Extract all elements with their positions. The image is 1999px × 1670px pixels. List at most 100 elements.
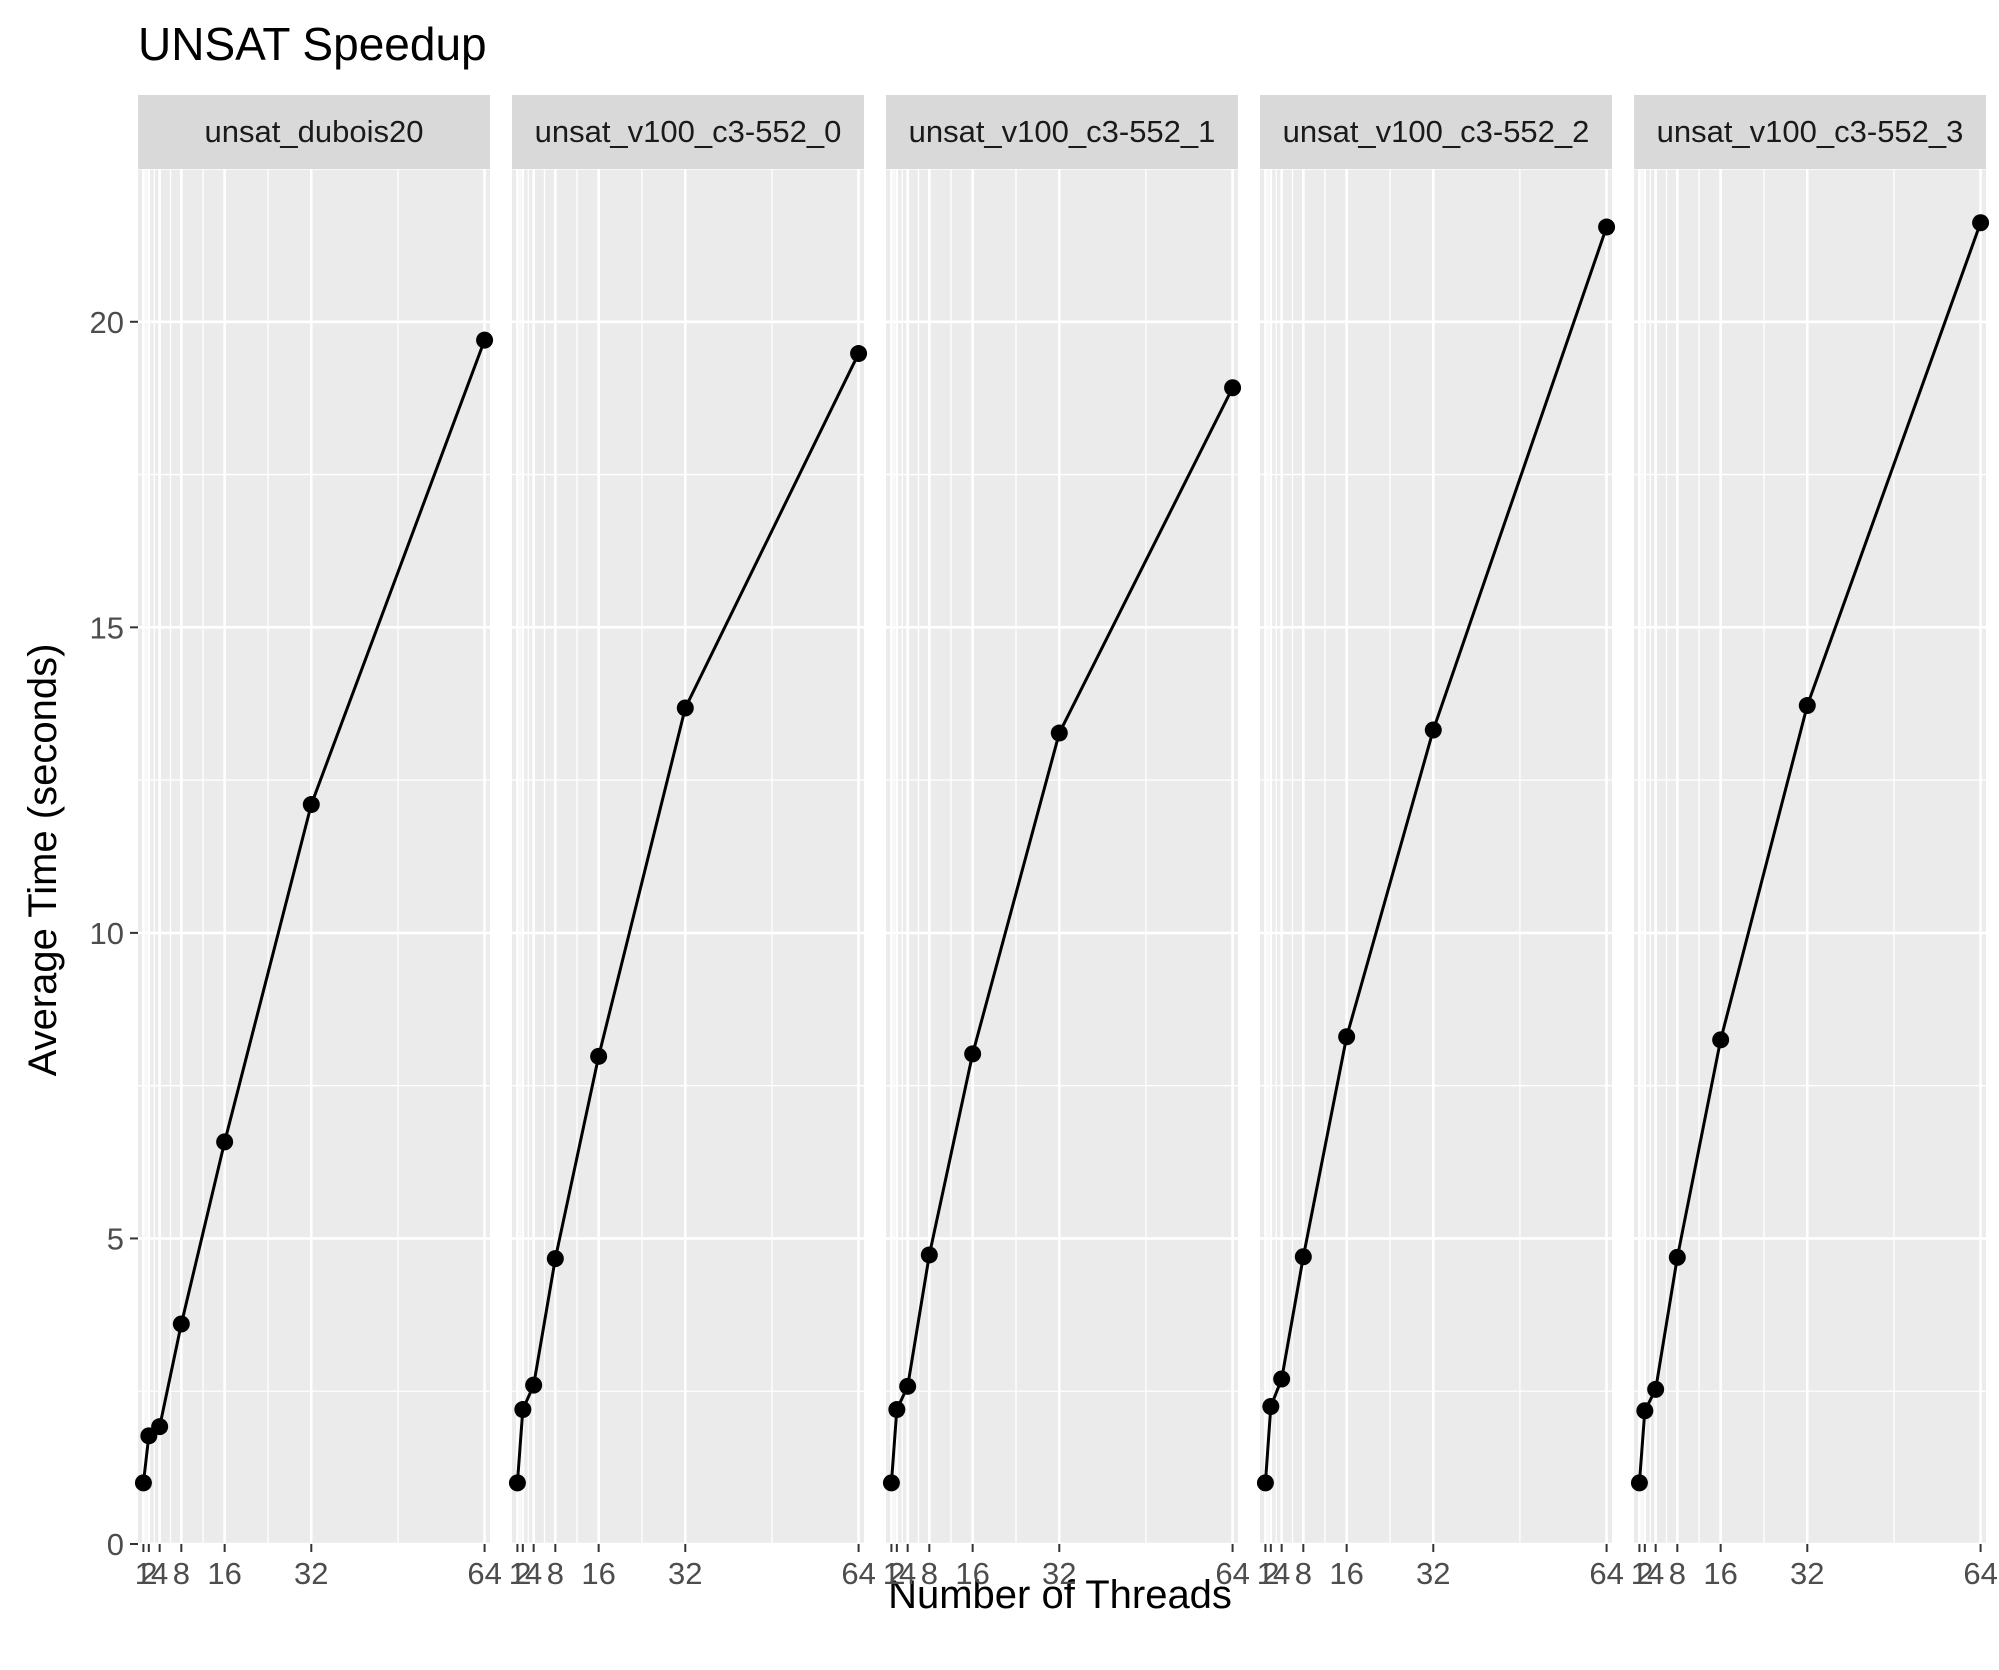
panel-background	[1260, 169, 1612, 1544]
panel-background	[512, 169, 864, 1544]
y-tick-label: 20	[90, 305, 124, 340]
x-axis-title: Number of Threads	[888, 1573, 1232, 1617]
x-tick-label: 1	[135, 1556, 152, 1591]
x-tick-label: 32	[668, 1556, 702, 1591]
x-tick-label: 16	[207, 1556, 241, 1591]
x-tick-label: 64	[467, 1556, 501, 1591]
x-tick-label: 1	[1631, 1556, 1648, 1591]
x-tick-label: 4	[1273, 1556, 1290, 1591]
x-tick-label: 32	[294, 1556, 328, 1591]
panel-background	[886, 169, 1238, 1544]
x-tick-label: 4	[151, 1556, 168, 1591]
data-point	[508, 1474, 526, 1492]
x-tick-label: 1	[883, 1556, 900, 1591]
facet-strip	[886, 95, 1238, 169]
data-point	[302, 796, 320, 814]
facet-panel: unsat_v100_c3-552_0 124 8 16 32 64	[509, 95, 876, 1591]
facet-strip-label: unsat_v100_c3-552_3	[1657, 114, 1964, 149]
data-point	[514, 1401, 532, 1419]
data-point	[151, 1418, 169, 1436]
panel-background	[138, 169, 490, 1544]
facet-strip	[512, 95, 864, 169]
data-point	[1636, 1402, 1654, 1420]
data-point	[525, 1376, 543, 1394]
x-tick-label: 4	[1647, 1556, 1664, 1591]
data-point	[899, 1377, 917, 1395]
x-tick-label: 2	[514, 1556, 531, 1591]
facet-panel: unsat_v100_c3-552_3 124 8 16 32 64	[1631, 95, 1998, 1591]
data-point	[1294, 1248, 1312, 1266]
chart-title: UNSAT Speedup	[138, 18, 487, 70]
x-tick-label: 32	[1790, 1556, 1824, 1591]
x-tick-label: 2	[1636, 1556, 1653, 1591]
data-point	[850, 345, 868, 363]
x-tick-label: 64	[1963, 1556, 1997, 1591]
data-point	[888, 1401, 906, 1419]
facet-panel: unsat_v100_c3-552_1 124 8 16 32 64	[883, 95, 1250, 1591]
x-tick-label: 8	[1295, 1556, 1312, 1591]
facet-strip-label: unsat_v100_c3-552_1	[909, 114, 1216, 149]
x-tick-label: 8	[1669, 1556, 1686, 1591]
data-point	[1598, 218, 1616, 236]
facet-strip	[138, 95, 490, 169]
x-tick-label: 8	[547, 1556, 564, 1591]
facet-strip	[1634, 95, 1986, 169]
y-tick-label: 10	[90, 916, 124, 951]
x-tick-label: 16	[581, 1556, 615, 1591]
x-tick-label: 8	[921, 1556, 938, 1591]
x-tick-label: 64	[1589, 1556, 1623, 1591]
x-tick-label: 32	[1416, 1556, 1450, 1591]
data-point	[546, 1250, 564, 1268]
facet-panel: unsat_v100_c3-552_2 124 8 16 32 64	[1257, 95, 1624, 1591]
data-point	[1256, 1474, 1274, 1492]
x-tick-label: 16	[955, 1556, 989, 1591]
x-tick-label: 8	[173, 1556, 190, 1591]
data-point	[676, 699, 694, 717]
x-tick-label: 64	[841, 1556, 875, 1591]
data-point	[1647, 1380, 1665, 1398]
facet-strip-label: unsat_dubois20	[205, 114, 424, 149]
x-tick-label: 4	[899, 1556, 916, 1591]
y-axis-title: Average Time (seconds)	[21, 644, 65, 1077]
x-tick-label: 4	[525, 1556, 542, 1591]
x-tick-label: 64	[1215, 1556, 1249, 1591]
data-point	[1050, 724, 1068, 742]
x-tick-label: 1	[509, 1556, 526, 1591]
data-point	[216, 1133, 234, 1151]
data-point	[1424, 721, 1442, 739]
x-tick-label: 2	[140, 1556, 157, 1591]
y-tick-label: 5	[107, 1221, 124, 1256]
data-point	[1273, 1370, 1291, 1388]
x-tick-label: 2	[1262, 1556, 1279, 1591]
data-point	[1668, 1248, 1686, 1266]
data-point	[1630, 1474, 1648, 1492]
x-tick-label: 1	[1257, 1556, 1274, 1591]
data-point	[134, 1474, 152, 1492]
data-point	[1712, 1031, 1730, 1049]
facet-strip	[1260, 95, 1612, 169]
data-point	[920, 1246, 938, 1264]
data-point	[590, 1047, 608, 1065]
data-point	[1972, 214, 1990, 232]
panel-background	[1634, 169, 1986, 1544]
y-axis: 0 5 10 15 20	[90, 305, 138, 1562]
data-point	[882, 1474, 900, 1492]
facet-panel: unsat_dubois20 124 8 16 32 64	[135, 95, 502, 1591]
x-tick-label: 32	[1042, 1556, 1076, 1591]
data-point	[1338, 1028, 1356, 1046]
data-point	[172, 1315, 190, 1333]
data-point	[1224, 379, 1242, 397]
data-point	[964, 1045, 982, 1063]
facet-strip-label: unsat_v100_c3-552_0	[535, 114, 842, 149]
x-tick-label: 16	[1703, 1556, 1737, 1591]
facet-strip-label: unsat_v100_c3-552_2	[1283, 114, 1590, 149]
x-tick-label: 2	[888, 1556, 905, 1591]
data-point	[476, 331, 494, 349]
data-point	[1798, 697, 1816, 715]
data-point	[1262, 1398, 1280, 1415]
x-tick-label: 16	[1329, 1556, 1363, 1591]
y-tick-label: 15	[90, 610, 124, 645]
y-tick-label: 0	[107, 1527, 124, 1562]
